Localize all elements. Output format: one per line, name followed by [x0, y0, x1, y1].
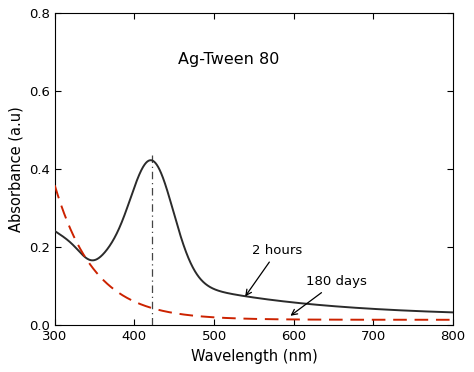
Text: 180 days: 180 days	[292, 275, 366, 315]
Y-axis label: Absorbance (a.u): Absorbance (a.u)	[9, 106, 23, 232]
Text: 2 hours: 2 hours	[246, 244, 302, 295]
X-axis label: Wavelength (nm): Wavelength (nm)	[191, 349, 317, 364]
Text: Ag-Tween 80: Ag-Tween 80	[178, 52, 280, 67]
